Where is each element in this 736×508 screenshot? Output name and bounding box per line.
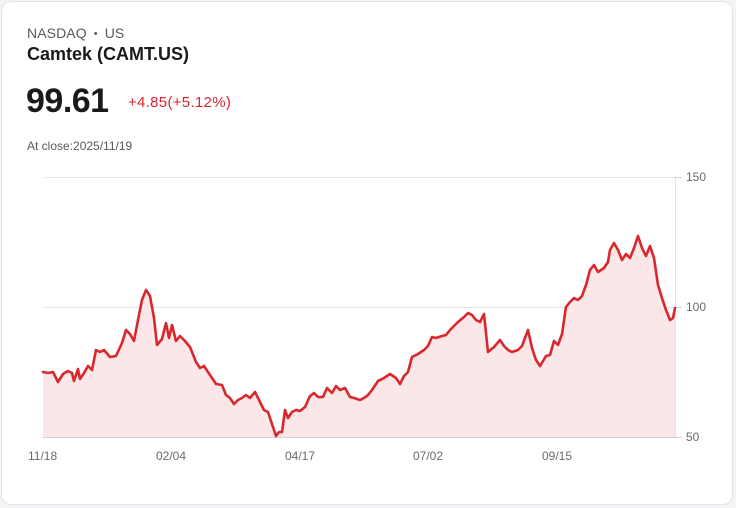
- price-line: [41, 234, 677, 438]
- close-timestamp: At close:2025/11/19: [27, 139, 133, 153]
- price-area-fill: [43, 236, 675, 437]
- x-tick-label-1: 02/04: [156, 449, 186, 463]
- x-tick-label-0: 11/18: [28, 449, 57, 463]
- x-tick-label-2: 04/17: [285, 449, 315, 463]
- separator-dot: •: [93, 28, 98, 40]
- y-tick-label-150: 150: [686, 170, 706, 184]
- exchange-name: NASDAQ: [27, 25, 87, 41]
- stock-price: 99.61: [26, 82, 109, 120]
- stock-title: Camtek (CAMT.US): [27, 44, 190, 64]
- region: US: [104, 25, 125, 41]
- x-tick-label-4: 09/15: [542, 449, 572, 463]
- y-tick-label-100: 100: [686, 300, 706, 314]
- exchange-line: NASDAQ • US: [27, 25, 124, 41]
- y-tick-label-50: 50: [686, 430, 700, 444]
- x-tick-label-3: 07/02: [413, 449, 443, 463]
- price-change: +4.85(+5.12%): [128, 94, 232, 111]
